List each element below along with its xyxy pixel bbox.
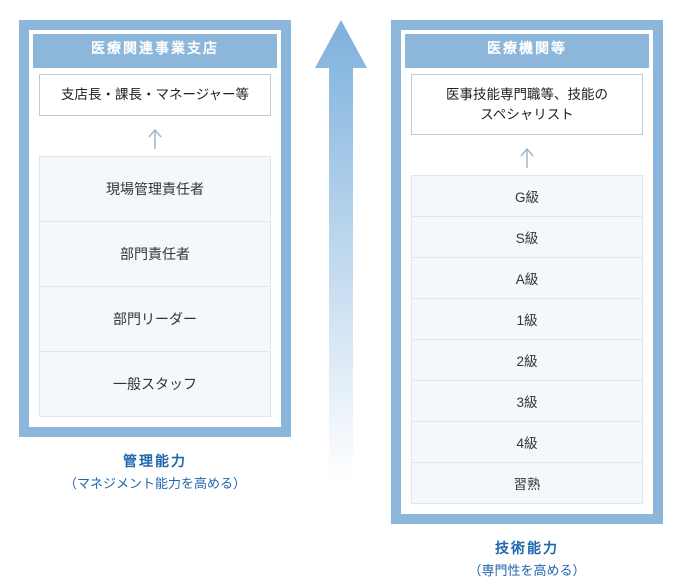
- right-caption-title: 技術能力: [391, 538, 663, 558]
- up-arrow-icon: [147, 127, 163, 149]
- up-arrow-icon: [519, 146, 535, 168]
- left-caption-sub: （マネジメント能力を高める）: [19, 473, 291, 492]
- list-item: 部門リーダー: [40, 286, 270, 351]
- list-item: 一般スタッフ: [40, 351, 270, 416]
- left-panel-header: 医療関連事業支店: [33, 34, 277, 68]
- right-panel: 医療機関等 医事技能専門職等、技能のスペシャリスト G級S級A級1級2級3級4級…: [391, 20, 663, 524]
- right-panel-header: 医療機関等: [405, 34, 649, 68]
- diagram-container: 医療関連事業支店 支店長・課長・マネージャー等 現場管理責任者部門責任者部門リー…: [0, 0, 682, 579]
- list-item: 3級: [412, 380, 642, 421]
- right-list: G級S級A級1級2級3級4級習熟: [411, 175, 643, 504]
- list-item: S級: [412, 216, 642, 257]
- left-list: 現場管理責任者部門責任者部門リーダー一般スタッフ: [39, 156, 271, 417]
- left-connector: [39, 124, 271, 152]
- center-arrow-container: [291, 20, 391, 480]
- list-item: A級: [412, 257, 642, 298]
- list-item: 習熟: [412, 462, 642, 503]
- list-item: 4級: [412, 421, 642, 462]
- list-item: 1級: [412, 298, 642, 339]
- left-caption-title: 管理能力: [19, 451, 291, 471]
- list-item: 現場管理責任者: [40, 157, 270, 221]
- left-caption: 管理能力 （マネジメント能力を高める）: [19, 451, 291, 492]
- left-top-box: 支店長・課長・マネージャー等: [39, 74, 271, 116]
- right-caption: 技術能力 （専門性を高める）: [391, 538, 663, 579]
- right-top-box: 医事技能専門職等、技能のスペシャリスト: [411, 74, 643, 135]
- right-column: 医療機関等 医事技能専門職等、技能のスペシャリスト G級S級A級1級2級3級4級…: [391, 20, 663, 579]
- left-column: 医療関連事業支店 支店長・課長・マネージャー等 現場管理責任者部門責任者部門リー…: [19, 20, 291, 492]
- left-panel: 医療関連事業支店 支店長・課長・マネージャー等 現場管理責任者部門責任者部門リー…: [19, 20, 291, 437]
- list-item: G級: [412, 176, 642, 216]
- list-item: 部門責任者: [40, 221, 270, 286]
- list-item: 2級: [412, 339, 642, 380]
- right-connector: [411, 143, 643, 171]
- gradient-arrow-icon: [311, 20, 371, 480]
